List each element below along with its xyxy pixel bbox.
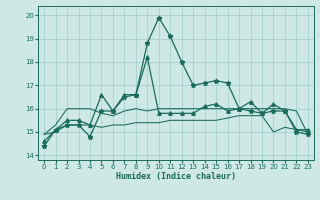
X-axis label: Humidex (Indice chaleur): Humidex (Indice chaleur): [116, 172, 236, 181]
